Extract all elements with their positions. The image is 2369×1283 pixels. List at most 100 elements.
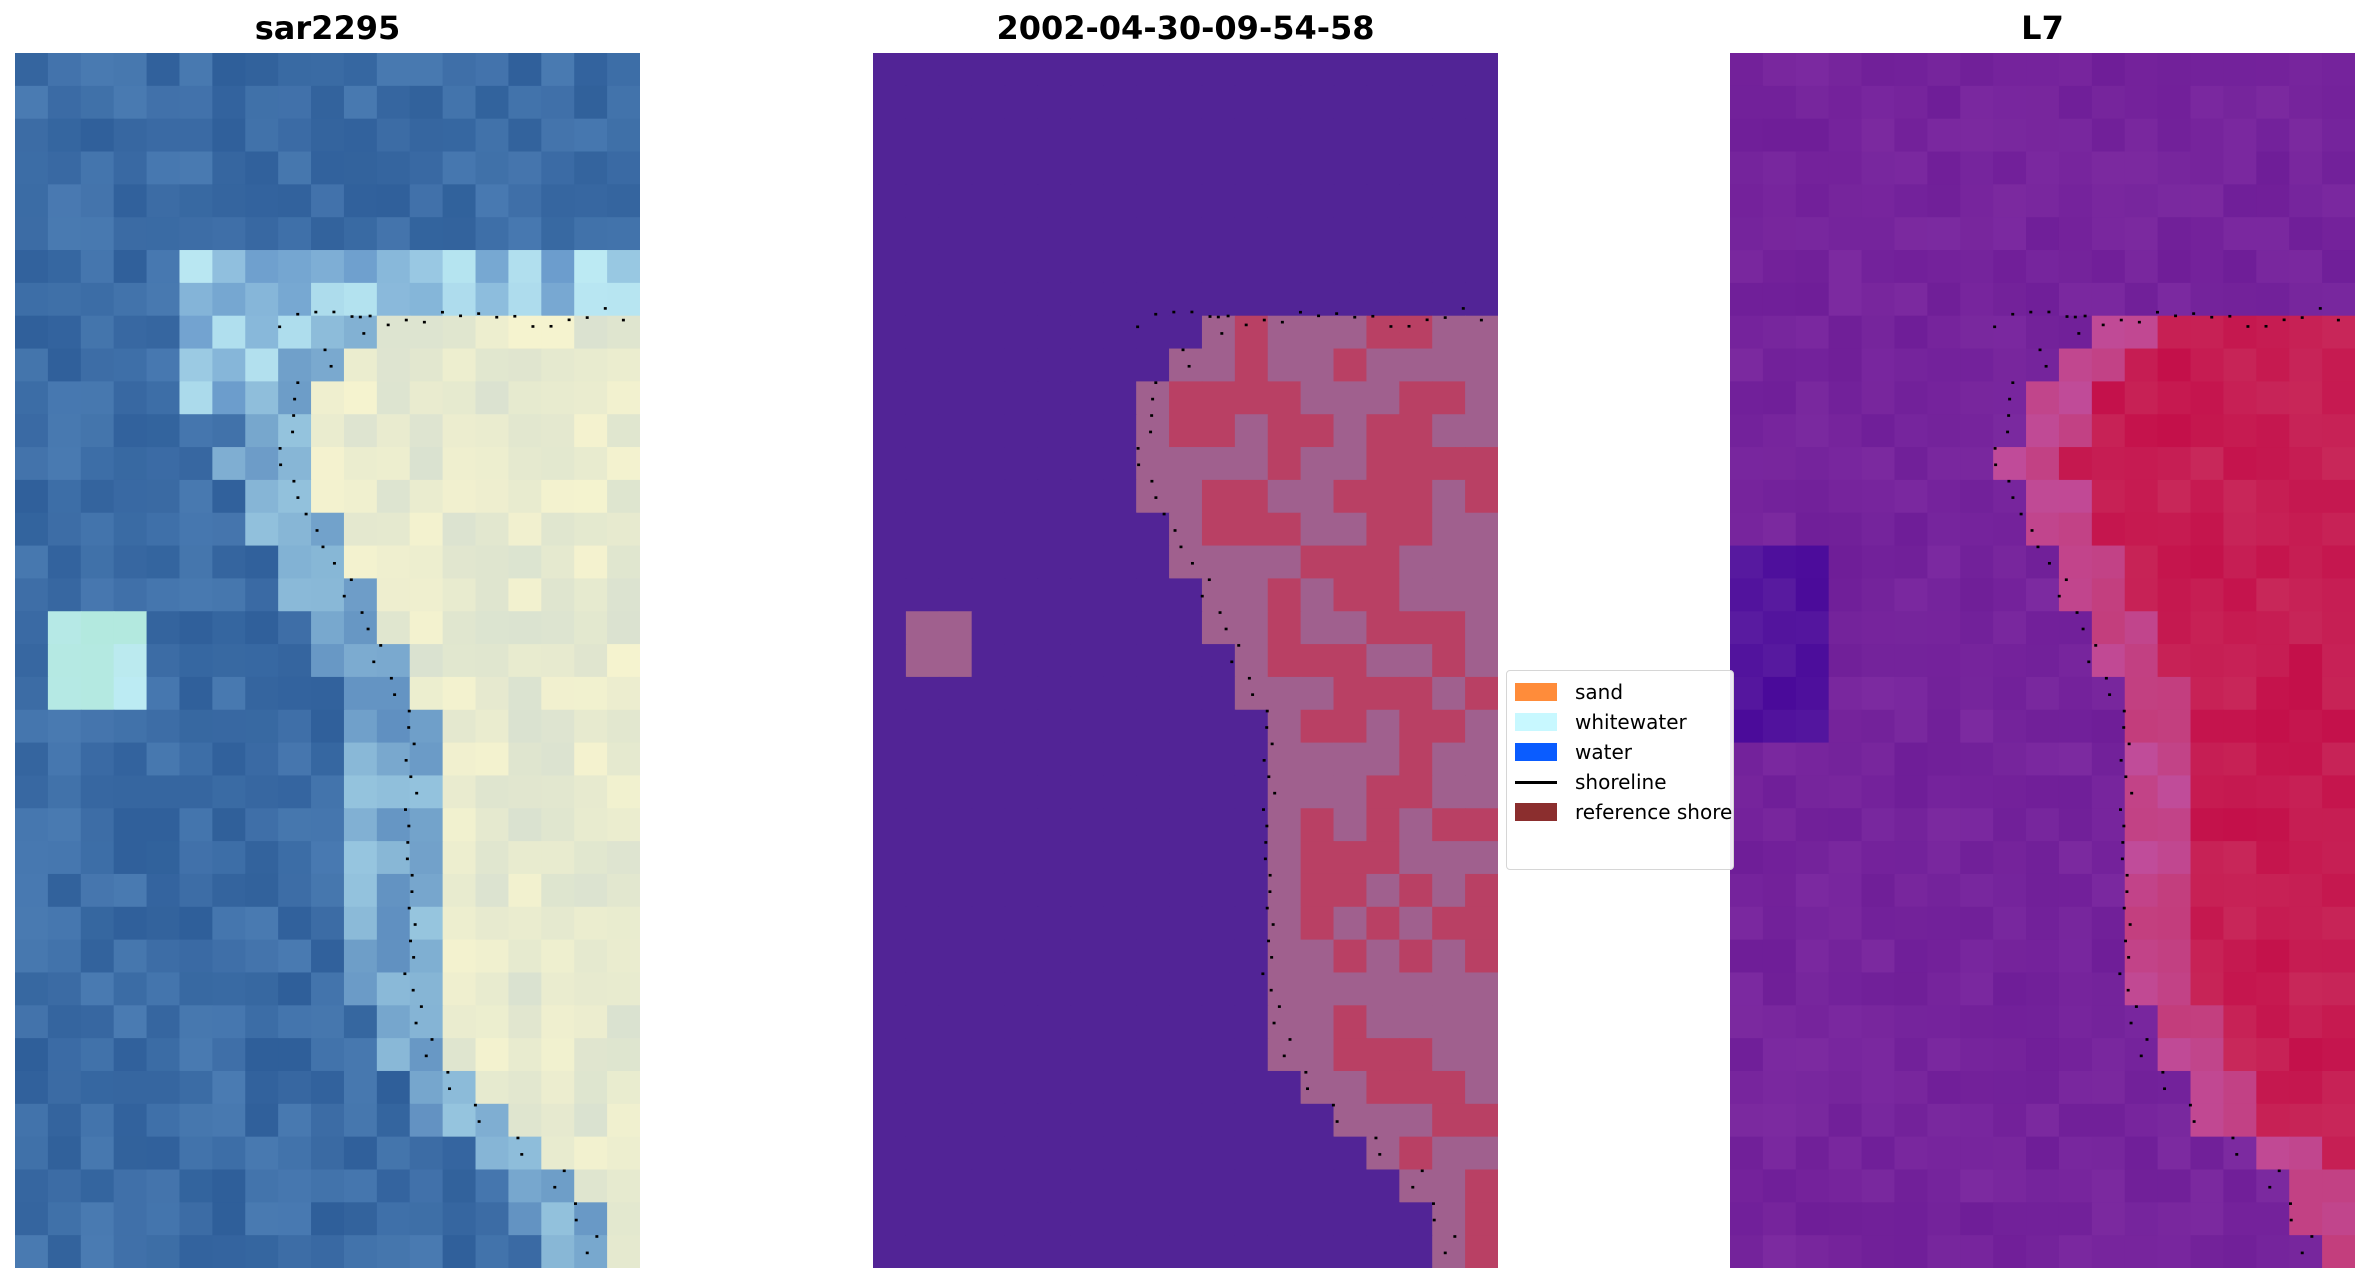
shoreline-point <box>314 310 318 314</box>
pixel-cell <box>2256 85 2290 120</box>
pixel-cell <box>2026 53 2060 87</box>
pixel-cell <box>1004 1038 1039 1072</box>
pixel-cell <box>1828 348 1863 383</box>
pixel-cell <box>1234 1202 1269 1236</box>
pixel-cell <box>278 250 312 284</box>
pixel-cell <box>905 906 940 941</box>
pixel-cell <box>1267 644 1302 678</box>
pixel-cell <box>2058 118 2093 153</box>
pixel-cell <box>971 1103 1006 1138</box>
pixel-cell <box>343 414 378 448</box>
pixel-cell <box>113 1038 148 1072</box>
pixel-cell <box>1795 808 1830 842</box>
pixel-cell <box>1267 315 1302 350</box>
pixel-cell <box>442 85 477 120</box>
pixel-cell <box>873 282 907 317</box>
shoreline-point <box>2087 660 2091 664</box>
pixel-cell <box>1234 118 1269 153</box>
pixel-cell <box>1201 611 1236 645</box>
pixel-cell <box>311 381 345 415</box>
pixel-cell <box>1004 644 1039 678</box>
pixel-cell <box>1136 282 1170 317</box>
pixel-cell <box>873 1070 907 1105</box>
pixel-cell <box>179 447 214 481</box>
pixel-cell <box>541 348 575 383</box>
pixel-cell <box>1169 939 1203 974</box>
pixel-cell <box>1267 250 1302 284</box>
pixel-cell <box>1861 479 1896 514</box>
shoreline-point <box>2145 1038 2149 1041</box>
shoreline-point <box>1374 1136 1378 1140</box>
pixel-cell <box>278 1005 312 1039</box>
pixel-cell <box>574 611 608 645</box>
pixel-cell <box>508 775 542 809</box>
pixel-cell <box>541 118 575 153</box>
pixel-cell <box>971 841 1006 875</box>
pixel-cell <box>607 447 640 481</box>
pixel-cell <box>1267 1136 1302 1171</box>
pixel-cell <box>1927 841 1961 875</box>
pixel-cell <box>574 775 608 809</box>
pixel-cell <box>2289 85 2323 120</box>
pixel-cell <box>47 775 82 809</box>
pixel-cell <box>47 644 82 678</box>
pixel-cell <box>541 578 575 612</box>
shoreline-point <box>2101 323 2105 327</box>
pixel-cell <box>47 1038 82 1072</box>
pixel-cell <box>905 381 940 415</box>
pixel-cell <box>541 1202 575 1236</box>
pixel-cell <box>508 512 542 547</box>
pixel-cell <box>2091 118 2126 153</box>
pixel-cell <box>475 578 510 612</box>
pixel-cell <box>1300 414 1335 448</box>
pixel-cell <box>2157 1169 2192 1203</box>
pixel-cell <box>278 85 312 120</box>
pixel-cell <box>574 85 608 120</box>
pixel-cell <box>2091 53 2126 87</box>
pixel-cell <box>113 381 148 415</box>
pixel-cell <box>1795 282 1830 317</box>
pixel-cell <box>1730 1136 1764 1171</box>
pixel-cell <box>1366 85 1400 120</box>
pixel-cell <box>607 742 640 777</box>
pixel-cell <box>475 545 510 580</box>
pixel-cell <box>1103 906 1137 941</box>
pixel-cell <box>905 512 940 547</box>
pixel-cell <box>971 1202 1006 1236</box>
pixel-cell <box>1465 1005 1498 1039</box>
pixel-cell <box>212 315 246 350</box>
pixel-cell <box>1795 1136 1830 1171</box>
pixel-cell <box>905 808 940 842</box>
pixel-cell <box>311 85 345 120</box>
pixel-cell <box>1399 775 1433 809</box>
pixel-cell <box>1828 1070 1863 1105</box>
pixel-cell <box>508 1169 542 1203</box>
pixel-cell <box>2058 217 2093 251</box>
pixel-cell <box>541 315 575 350</box>
shoreline-point <box>2163 1087 2167 1091</box>
pixel-cell <box>508 709 542 744</box>
pixel-cell <box>442 184 477 218</box>
pixel-cell <box>15 545 49 580</box>
pixel-cell <box>1234 447 1269 481</box>
pixel-cell <box>1070 611 1104 645</box>
pixel-cell <box>15 1005 49 1039</box>
shoreline-point <box>329 364 333 368</box>
pixel-cell <box>873 151 907 186</box>
pixel-cell <box>15 742 49 777</box>
pixel-cell <box>1432 184 1466 218</box>
shoreline-point <box>473 1103 477 1107</box>
pixel-cell <box>574 676 608 711</box>
pixel-cell <box>2289 348 2323 383</box>
pixel-cell <box>1169 709 1203 744</box>
pixel-cell <box>873 348 907 383</box>
shoreline-point <box>2122 906 2126 910</box>
pixel-cell <box>1201 348 1236 383</box>
pixel-cell <box>212 841 246 875</box>
pixel-cell <box>873 545 907 580</box>
pixel-cell <box>409 873 444 908</box>
pixel-cell <box>146 873 181 908</box>
pixel-cell <box>409 808 444 842</box>
pixel-cell <box>2190 414 2225 448</box>
pixel-cell <box>971 53 1006 87</box>
